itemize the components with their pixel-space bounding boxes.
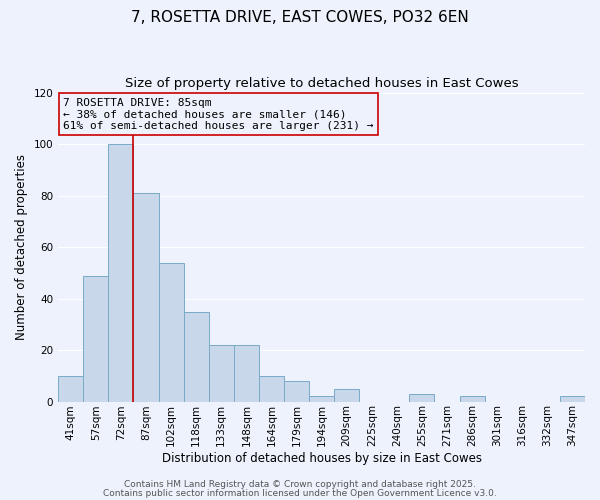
Bar <box>109 144 133 402</box>
Bar <box>560 396 585 402</box>
Bar <box>158 262 184 402</box>
Title: Size of property relative to detached houses in East Cowes: Size of property relative to detached ho… <box>125 78 518 90</box>
Text: Contains public sector information licensed under the Open Government Licence v3: Contains public sector information licen… <box>103 488 497 498</box>
Text: 7 ROSETTA DRIVE: 85sqm
← 38% of detached houses are smaller (146)
61% of semi-de: 7 ROSETTA DRIVE: 85sqm ← 38% of detached… <box>64 98 374 131</box>
Bar <box>460 396 485 402</box>
Bar <box>234 345 259 402</box>
Bar <box>334 388 359 402</box>
Bar <box>58 376 83 402</box>
Bar <box>309 396 334 402</box>
Bar <box>184 312 209 402</box>
Text: 7, ROSETTA DRIVE, EAST COWES, PO32 6EN: 7, ROSETTA DRIVE, EAST COWES, PO32 6EN <box>131 10 469 25</box>
Bar <box>83 276 109 402</box>
Bar <box>409 394 434 402</box>
X-axis label: Distribution of detached houses by size in East Cowes: Distribution of detached houses by size … <box>161 452 482 465</box>
Bar <box>284 381 309 402</box>
Bar <box>133 194 158 402</box>
Text: Contains HM Land Registry data © Crown copyright and database right 2025.: Contains HM Land Registry data © Crown c… <box>124 480 476 489</box>
Bar <box>209 345 234 402</box>
Y-axis label: Number of detached properties: Number of detached properties <box>15 154 28 340</box>
Bar <box>259 376 284 402</box>
